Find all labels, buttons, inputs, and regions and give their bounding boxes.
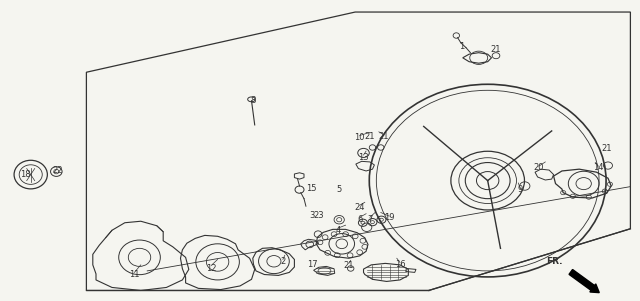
Text: 21: 21 [491, 45, 501, 54]
Text: 9: 9 [517, 185, 522, 194]
Text: 21: 21 [344, 261, 354, 270]
Text: 11: 11 [129, 270, 140, 279]
Text: 23: 23 [314, 211, 324, 220]
FancyArrow shape [569, 269, 599, 293]
Text: 22: 22 [52, 166, 63, 175]
Text: 4: 4 [335, 226, 340, 235]
Text: 5: 5 [337, 185, 342, 194]
Text: 19: 19 [384, 213, 394, 222]
Text: 18: 18 [20, 170, 31, 179]
Text: 8: 8 [250, 96, 255, 105]
Text: 7: 7 [367, 215, 372, 224]
Text: 20: 20 [534, 163, 544, 172]
Text: 16: 16 [395, 260, 405, 269]
Text: 14: 14 [593, 163, 604, 172]
Text: 6: 6 [357, 215, 362, 224]
Text: 13: 13 [358, 153, 369, 162]
Text: 2: 2 [280, 257, 285, 266]
Text: 24: 24 [355, 203, 365, 212]
Text: 15: 15 [307, 184, 317, 193]
Text: 1: 1 [460, 42, 465, 51]
Text: 21: 21 [602, 144, 612, 153]
Text: 17: 17 [307, 260, 317, 269]
Text: 21: 21 [379, 132, 389, 141]
Text: 12: 12 [206, 264, 216, 273]
Text: FR.: FR. [547, 257, 563, 266]
Text: 21: 21 [365, 132, 375, 141]
Text: 3: 3 [309, 211, 314, 220]
Text: 10: 10 [355, 133, 365, 142]
